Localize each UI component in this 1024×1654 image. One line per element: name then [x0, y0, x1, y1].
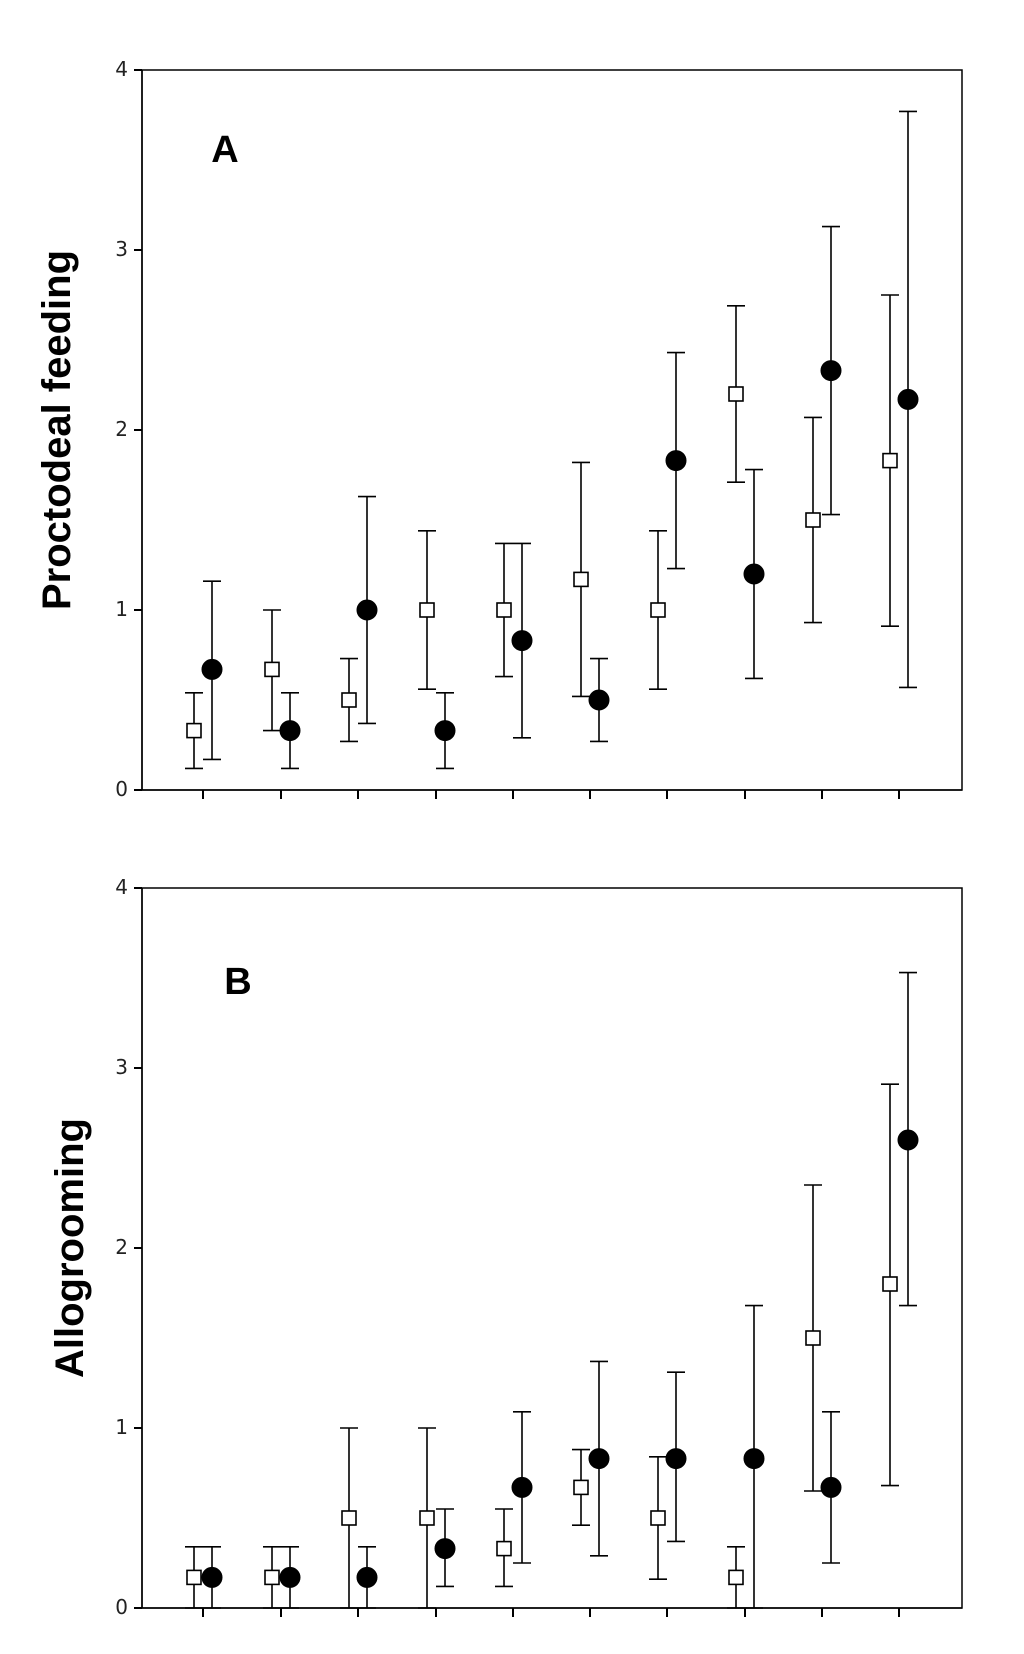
y-tick-label: 4 [115, 57, 128, 81]
y-axis-label: Allogrooming [48, 1118, 92, 1378]
series-open-square [185, 1083, 899, 1609]
chart-panel-a: 0 1 2 3 4 Proctodeal feeding A [35, 57, 963, 801]
data-point-square [496, 602, 512, 618]
data-point-square [882, 452, 898, 469]
data-point-square [264, 661, 280, 678]
series-filled-circle [201, 110, 919, 770]
data-point-square [341, 692, 357, 708]
data-point-circle [743, 1448, 765, 1470]
data-point-square [573, 1479, 589, 1496]
y-tick-label: 1 [115, 1415, 128, 1439]
series-open-square [185, 294, 899, 770]
plot-frame [141, 887, 963, 1609]
data-point-circle [201, 658, 223, 680]
data-point-circle [665, 450, 687, 472]
data-point-circle [588, 1448, 610, 1470]
data-point-square [496, 1540, 512, 1557]
data-point-circle [897, 388, 919, 410]
y-tick-label: 3 [115, 1055, 128, 1079]
data-point-circle [201, 1566, 223, 1588]
y-tick-label: 0 [115, 777, 128, 801]
y-tick-label: 3 [115, 237, 128, 261]
data-point-circle [511, 630, 533, 652]
data-point-square [650, 1510, 666, 1526]
data-point-circle [356, 1566, 378, 1588]
panel-letter: A [211, 129, 238, 171]
data-point-circle [279, 1566, 301, 1588]
series-filled-circle [201, 971, 919, 1609]
data-point-square [419, 1510, 435, 1526]
data-point-square [728, 386, 744, 402]
data-point-circle [356, 599, 378, 621]
chart-panel-b: 0 1 2 3 4 Allogrooming B [48, 875, 963, 1619]
data-point-circle [665, 1448, 687, 1470]
data-point-square [805, 1330, 821, 1346]
data-point-circle [897, 1129, 919, 1151]
y-tick-label: 4 [115, 875, 128, 899]
data-point-square [264, 1569, 280, 1586]
y-tick-label: 2 [115, 1235, 128, 1259]
data-point-circle [820, 1476, 842, 1498]
data-point-circle [434, 720, 456, 742]
plot-frame [141, 69, 963, 791]
y-axis-label: Proctodeal feeding [35, 250, 79, 610]
y-tick-label: 2 [115, 417, 128, 441]
data-point-square [341, 1510, 357, 1526]
data-point-circle [279, 720, 301, 742]
data-point-circle [434, 1538, 456, 1560]
data-point-circle [820, 360, 842, 382]
data-point-square [882, 1276, 898, 1292]
y-tick-label: 1 [115, 597, 128, 621]
data-point-square [650, 602, 666, 618]
data-point-circle [511, 1476, 533, 1498]
data-point-square [573, 571, 589, 588]
data-point-circle [588, 689, 610, 711]
panel-letter: B [224, 961, 251, 1003]
data-point-square [419, 602, 435, 618]
data-point-square [186, 1569, 202, 1586]
data-point-square [805, 512, 821, 528]
y-tick-label: 0 [115, 1595, 128, 1619]
data-point-circle [743, 563, 765, 585]
data-point-square [186, 722, 202, 739]
data-point-square [728, 1569, 744, 1586]
